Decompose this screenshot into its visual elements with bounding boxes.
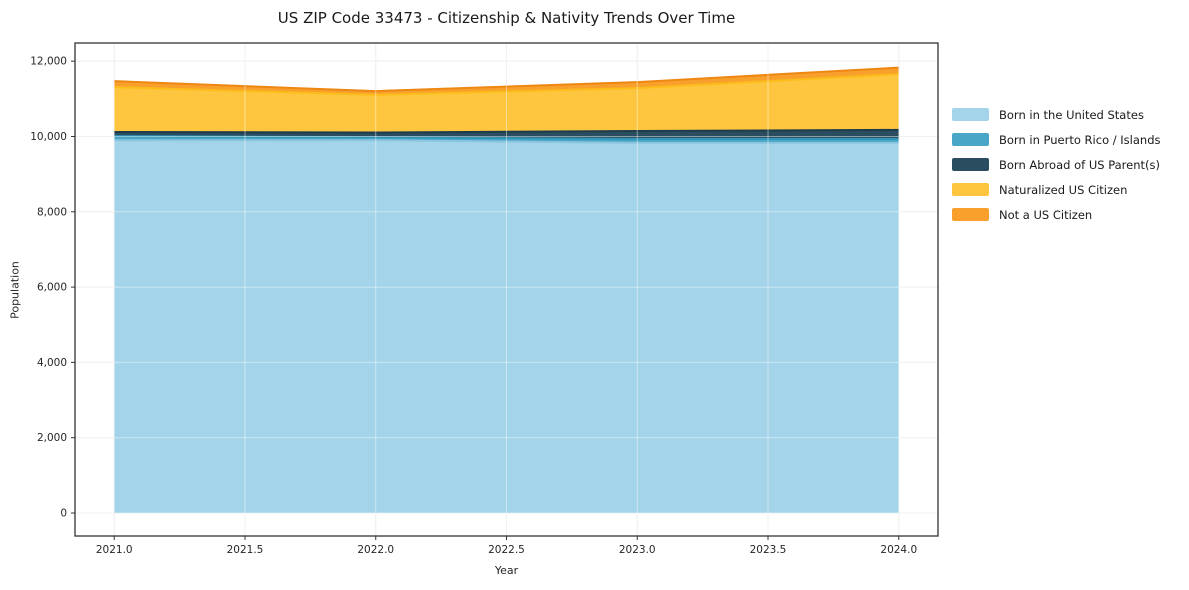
legend-label: Born in Puerto Rico / Islands bbox=[999, 132, 1161, 147]
y-tick-label: 6,000 bbox=[37, 282, 67, 294]
gridlines-over bbox=[75, 43, 938, 536]
legend-label: Born in the United States bbox=[999, 107, 1144, 122]
legend: Born in the United States Born in Puerto… bbox=[952, 102, 1161, 227]
legend-swatch-born-us bbox=[952, 108, 989, 121]
y-tick-label: 10,000 bbox=[30, 131, 67, 143]
axis-ticks: 2021.0 2021.5 2022.0 2022.5 2023.0 2023.5 2024… bbox=[30, 56, 917, 556]
area-3 bbox=[114, 74, 899, 133]
legend-label: Born Abroad of US Parent(s) bbox=[999, 157, 1160, 172]
legend-item: Born in the United States bbox=[952, 102, 1161, 127]
y-tick-label: 8,000 bbox=[37, 206, 67, 218]
y-tick-label: 2,000 bbox=[37, 432, 67, 444]
legend-label: Naturalized US Citizen bbox=[999, 182, 1128, 197]
x-tick-label: 2022.5 bbox=[488, 544, 525, 556]
x-tick-label: 2022.0 bbox=[357, 544, 394, 556]
y-axis-label: Population bbox=[8, 261, 22, 319]
area-4 bbox=[114, 67, 899, 95]
legend-item: Not a US Citizen bbox=[952, 202, 1161, 227]
legend-swatch-born-pr bbox=[952, 133, 989, 146]
y-tick-label: 12,000 bbox=[30, 56, 67, 68]
area-fills bbox=[114, 67, 899, 513]
legend-item: Naturalized US Citizen bbox=[952, 177, 1161, 202]
chart-title: US ZIP Code 33473 - Citizenship & Nativi… bbox=[277, 9, 736, 27]
y-tick-label: 4,000 bbox=[37, 357, 67, 369]
x-tick-label: 2021.5 bbox=[227, 544, 264, 556]
x-axis-label: Year bbox=[494, 564, 519, 577]
legend-item: Born Abroad of US Parent(s) bbox=[952, 152, 1161, 177]
area-0 bbox=[114, 140, 899, 513]
legend-label: Not a US Citizen bbox=[999, 207, 1093, 222]
legend-item: Born in Puerto Rico / Islands bbox=[952, 127, 1161, 152]
legend-swatch-naturalized bbox=[952, 183, 989, 196]
x-tick-label: 2024.0 bbox=[880, 544, 917, 556]
x-tick-label: 2023.0 bbox=[619, 544, 656, 556]
legend-swatch-not-citizen bbox=[952, 208, 989, 221]
boundary-lines bbox=[114, 66, 899, 144]
legend-swatch-born-abroad bbox=[952, 158, 989, 171]
y-tick-label: 0 bbox=[60, 507, 67, 519]
x-tick-label: 2023.5 bbox=[750, 544, 787, 556]
x-tick-label: 2021.0 bbox=[96, 544, 133, 556]
